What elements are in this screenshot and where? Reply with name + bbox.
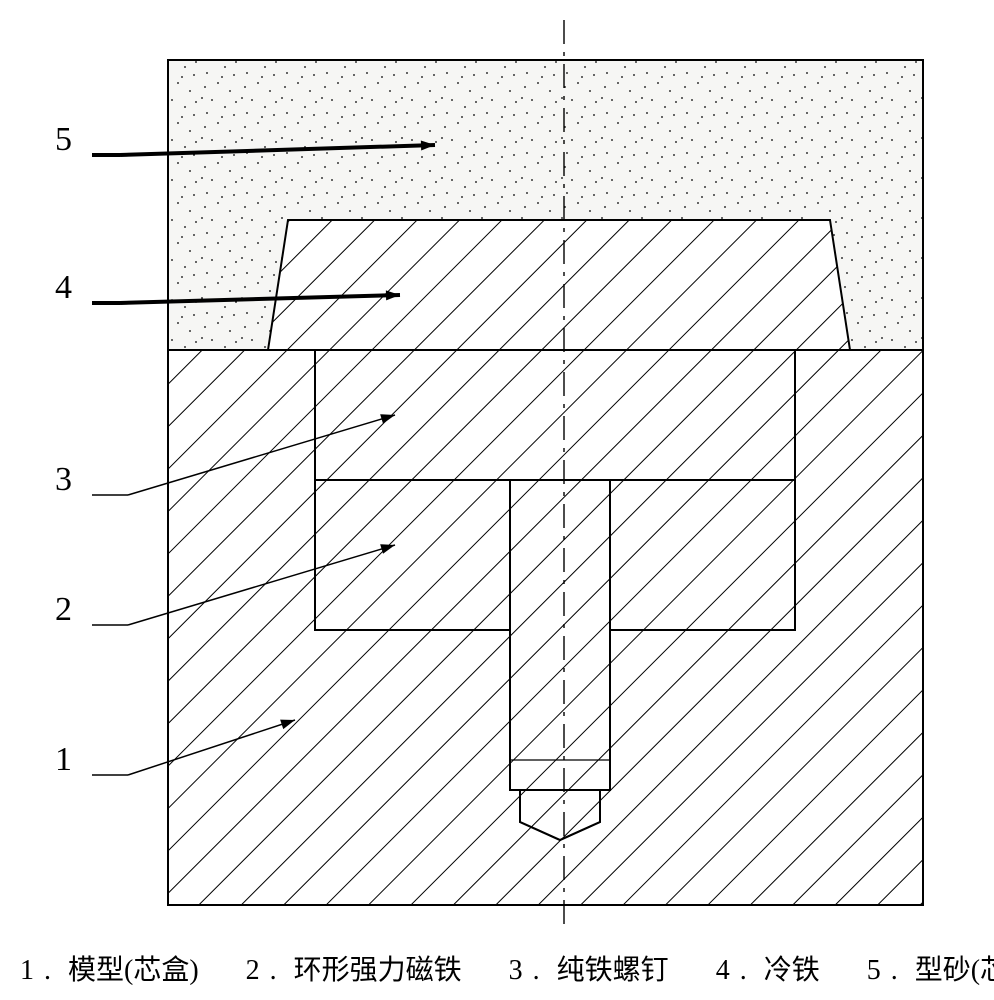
callout-3: 3 (55, 461, 72, 498)
legend-item-2: 2. 环形强力磁铁 (236, 955, 472, 986)
labels-group: 5 4 3 2 1 (55, 121, 72, 778)
legend-row: 1. 模型(芯盒) 2. 环形强力磁铁 3. 纯铁螺钉 4. 冷铁 5. 型砂(… (0, 948, 994, 988)
diagram-svg: 5 4 3 2 1 (0, 0, 994, 1000)
callout-5: 5 (55, 121, 72, 158)
legend-item-3: 3. 纯铁螺钉 (499, 955, 679, 986)
legend-item-5: 5. 型砂(芯砂) (857, 955, 994, 986)
callout-4: 4 (55, 269, 72, 306)
geometry-group (118, 20, 973, 955)
callout-1: 1 (55, 741, 72, 778)
diagram-stage: 5 4 3 2 1 1. 模型(芯盒) 2. 环形强力磁铁 3. 纯铁螺钉 4. 冷铁 … (0, 0, 994, 1000)
legend-item-1: 1. 模型(芯盒) (10, 955, 209, 986)
legend-item-4: 4. 冷铁 (706, 955, 830, 986)
callout-2: 2 (55, 591, 72, 628)
